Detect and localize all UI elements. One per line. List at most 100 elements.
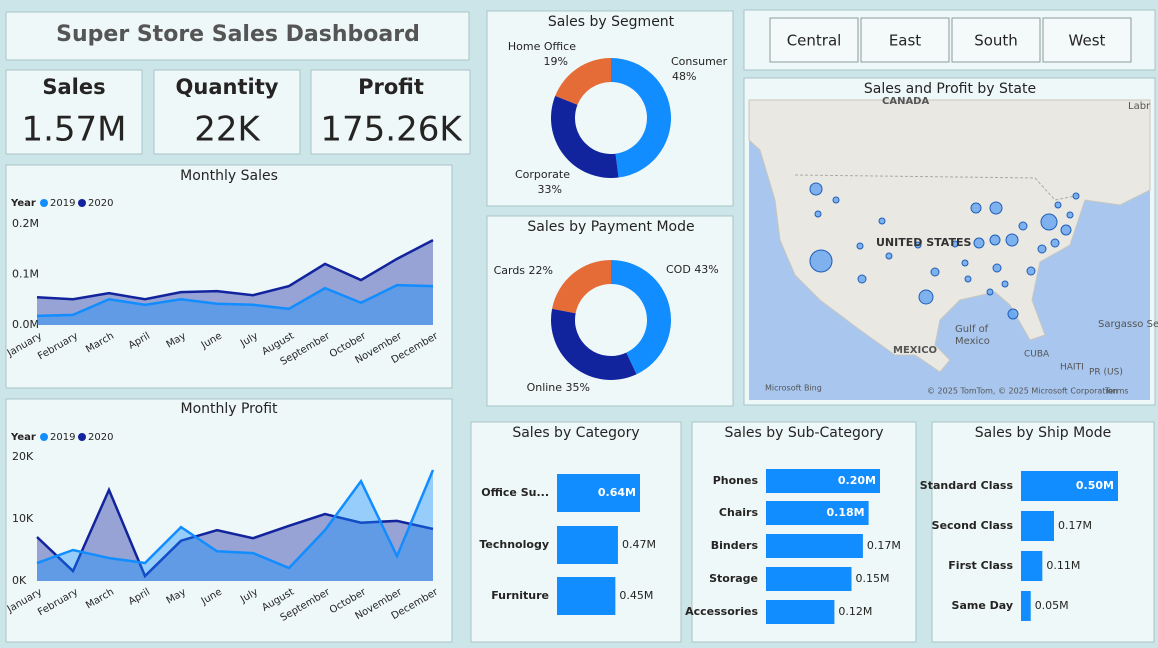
slicer-button[interactable]: [769, 17, 859, 63]
chart-title: Sales by Segment: [548, 14, 675, 30]
bar: [557, 526, 618, 564]
data-label: 0.11M: [1046, 559, 1080, 572]
slicer: Central East South West: [769, 17, 1132, 63]
chart-title: Monthly Sales: [180, 168, 278, 184]
legend-label: 2019: [50, 432, 75, 443]
pie-slice: [611, 58, 672, 178]
y-tick-label: Phones: [713, 474, 759, 487]
chart-title: Monthly Profit: [180, 401, 278, 417]
line: [36, 469, 435, 570]
map: [748, 99, 1151, 400]
map-attribution: Terms: [1104, 387, 1129, 396]
y-tick-label: 10K: [12, 512, 34, 525]
map-bubbles: [809, 182, 1080, 320]
data-label: 0.20M: [838, 474, 876, 487]
map-border: [794, 174, 1081, 201]
header-panel: [5, 11, 470, 61]
slice-label-name: COD: [666, 263, 691, 276]
y-tick-label: 0.2M: [12, 217, 39, 230]
pie-slice: [555, 58, 611, 105]
slice-value: 35%: [566, 381, 590, 394]
pie-slice: [552, 260, 611, 314]
y-tick-label: 0.0M: [12, 318, 39, 331]
data-label: 0.12M: [838, 605, 872, 618]
y-tick-label: First Class: [948, 559, 1013, 572]
data-label: 0.45M: [619, 589, 653, 602]
dashboard-title: Super Store Sales Dashboard: [56, 22, 420, 47]
slice-label: Consumer: [671, 55, 728, 68]
y-tick-label: 0.1M: [12, 268, 39, 281]
data-label: 0.17M: [1058, 519, 1092, 532]
chart-title: Sales and Profit by State: [864, 81, 1036, 97]
kpi-label: Profit: [358, 75, 424, 99]
map-attribution: Microsoft Bing: [765, 384, 822, 393]
data-label: 0.47M: [622, 538, 656, 551]
kpi-card: [310, 69, 471, 155]
legend-title: Year: [10, 432, 36, 443]
data-label: 0.15M: [856, 572, 890, 585]
y-tick-label: Chairs: [719, 506, 759, 519]
slicer-button[interactable]: [1042, 17, 1132, 63]
legend-title: Year: [10, 198, 36, 209]
data-label: 0.64M: [598, 486, 636, 499]
map-label: UNITED STATES: [876, 236, 971, 249]
y-tick-label: Accessories: [685, 605, 758, 618]
y-tick-label: Binders: [711, 539, 759, 552]
map-label: CANADA: [882, 96, 929, 107]
bar: [766, 469, 880, 493]
chart-title: Sales by Payment Mode: [527, 219, 694, 235]
legend-label: 2019: [50, 198, 75, 209]
slice-label: Cards 22%: [494, 264, 553, 277]
bar: [766, 567, 852, 591]
bar: [766, 600, 835, 624]
legend-marker: [40, 199, 48, 207]
bar: [1021, 551, 1043, 581]
slice-label-name: Online: [527, 381, 563, 394]
line: [36, 486, 434, 579]
map-attribution: © 2025 TomTom, © 2025 Microsoft Corporat…: [927, 387, 1118, 396]
data-label: 0.17M: [867, 539, 901, 552]
slice-value: 19%: [544, 55, 568, 68]
slicer-label[interactable]: Central: [787, 32, 842, 50]
map-label: Labr: [1128, 101, 1151, 112]
y-tick-label: Office Su...: [481, 486, 549, 499]
line: [36, 283, 434, 318]
data-label: 0.05M: [1035, 599, 1069, 612]
line: [36, 239, 434, 301]
pie-slice: [551, 95, 619, 178]
legend-marker: [78, 433, 86, 441]
kpi-label: Sales: [42, 75, 105, 99]
chart-title: Sales by Category: [512, 425, 639, 441]
slice-label: Home Office: [508, 40, 576, 53]
slice-value: 43%: [694, 263, 718, 276]
kpi-value: 175.26K: [320, 110, 463, 150]
bar: [766, 501, 869, 525]
y-tick-label: 0K: [12, 574, 27, 587]
y-tick-label: Storage: [709, 572, 758, 585]
slice-label: Corporate: [515, 168, 570, 181]
slicer-button[interactable]: [951, 17, 1041, 63]
slicer-label[interactable]: West: [1069, 32, 1106, 50]
pie-slice: [611, 260, 671, 375]
slice-label-name: Cards: [494, 264, 526, 277]
map-label: CUBA: [1024, 350, 1050, 360]
area: [37, 470, 433, 581]
slicer-button[interactable]: [860, 17, 950, 63]
legend-label: 2020: [88, 198, 113, 209]
chart-title: Sales by Sub-Category: [725, 425, 884, 441]
pie-slice: [551, 308, 637, 381]
legend-label: 2020: [88, 432, 113, 443]
slicer-label[interactable]: South: [974, 32, 1018, 50]
y-tick-label: Technology: [479, 538, 549, 551]
bar: [766, 534, 863, 558]
slice-value: 22%: [529, 264, 553, 277]
bar: [557, 474, 640, 512]
map-label: HAITI: [1060, 363, 1084, 373]
slicer-label[interactable]: East: [889, 32, 921, 50]
kpi-value: 1.57M: [21, 110, 126, 150]
y-tick-label: Second Class: [932, 519, 1014, 532]
bar: [1021, 511, 1054, 541]
slice-value: 33%: [538, 183, 562, 196]
bar: [1021, 471, 1118, 501]
